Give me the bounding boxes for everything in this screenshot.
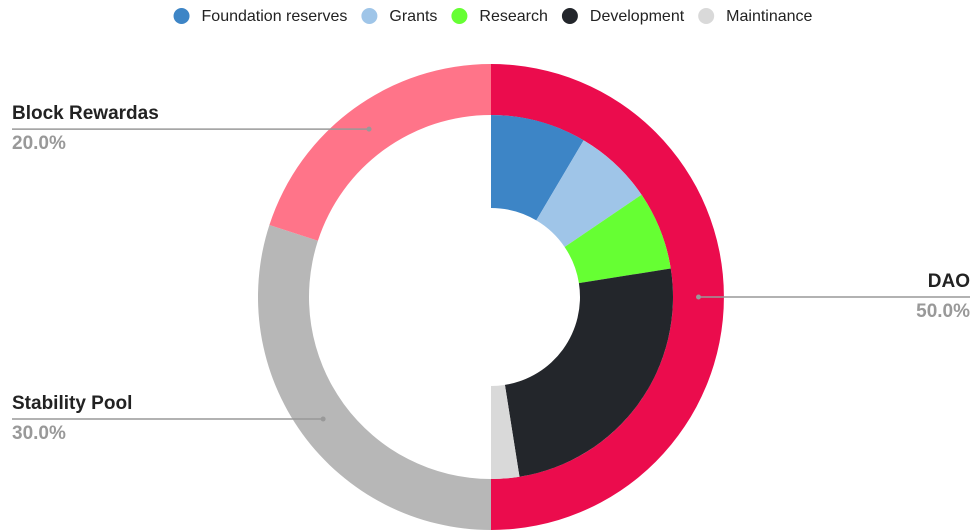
slice-label: Block Rewardas	[12, 103, 159, 124]
legend-label: Research	[479, 8, 547, 25]
legend-swatch	[698, 8, 715, 24]
donut-slice	[536, 140, 642, 247]
leader-dot	[696, 294, 701, 300]
legend-label: Grants	[389, 8, 437, 25]
legend-swatch	[173, 8, 190, 24]
leader-dot	[320, 416, 326, 422]
donut-slice	[491, 64, 724, 530]
donut-slice	[491, 115, 584, 221]
legend-label: Development	[590, 8, 685, 25]
legend-swatch	[361, 8, 378, 24]
donut-slice	[504, 268, 673, 477]
legend-label: Maintinance	[726, 8, 812, 25]
leader-dot	[366, 126, 372, 132]
donut-slice	[491, 384, 520, 479]
donut-slice	[564, 194, 671, 284]
legend-label: Foundation reserves	[202, 8, 348, 25]
legend-swatch	[451, 8, 468, 24]
donut-slice	[269, 64, 491, 241]
slice-value: 50.0%	[916, 301, 970, 322]
slice-value: 30.0%	[12, 423, 66, 444]
slice-value: 20.0%	[12, 133, 66, 154]
slice-label: Stability Pool	[12, 393, 132, 414]
slice-label: DAO	[928, 271, 970, 292]
donut-slice	[258, 224, 491, 530]
legend-swatch	[561, 8, 578, 24]
